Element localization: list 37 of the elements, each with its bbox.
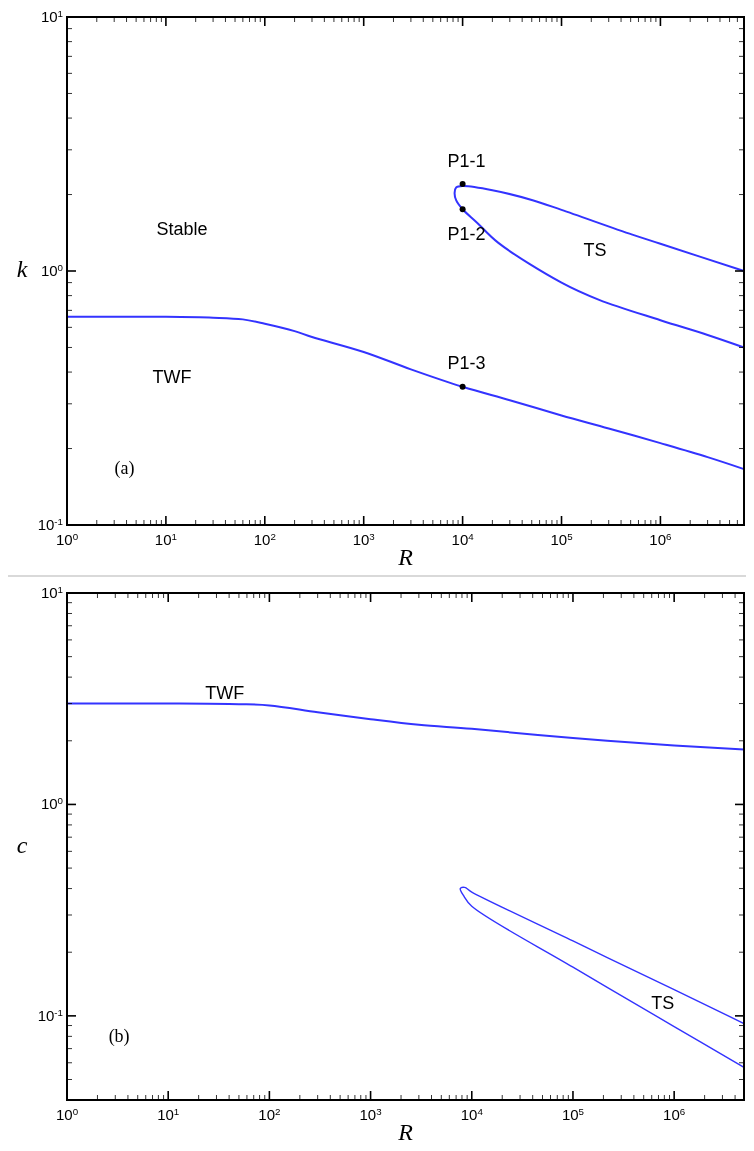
- annotation: TS: [651, 992, 675, 1013]
- y-tick-label: 10$^{0}$: [40, 794, 64, 813]
- annotation: Stable: [156, 219, 208, 240]
- annotation: (a): [114, 458, 135, 480]
- y-tick-label: 10$^{-1}$: [37, 1006, 63, 1024]
- x-tick-label: 10$^{1}$: [157, 1105, 180, 1123]
- x-tick-label: 10$^{0}$: [55, 530, 79, 548]
- y-tick-label: 10$^{0}$: [40, 261, 64, 279]
- x-tick-label: 10$^{4}$: [460, 1105, 484, 1123]
- x-tick-label: 10$^{3}$: [359, 1105, 382, 1123]
- x-tick-label: 10$^{0}$: [55, 1105, 79, 1123]
- y-tick-label: 10$^{1}$: [40, 583, 63, 601]
- x-tick-label: 10$^{2}$: [253, 530, 276, 548]
- x-tick-label: 10$^{5}$: [550, 530, 574, 548]
- point: [459, 383, 466, 390]
- x-tick-label: 10$^{6}$: [663, 1105, 686, 1123]
- y-axis-title: k: [16, 256, 28, 282]
- annotation: P1-1: [447, 150, 486, 171]
- annotation: P1-2: [447, 223, 486, 244]
- y-tick-label: 10$^{1}$: [40, 7, 63, 25]
- x-tick-label: 10$^{3}$: [352, 530, 375, 548]
- annotation: TWF: [152, 366, 192, 387]
- x-axis-title: R: [397, 1119, 414, 1145]
- point: [459, 206, 466, 213]
- x-tick-label: 10$^{1}$: [154, 530, 177, 548]
- annotation: (b): [108, 1025, 130, 1047]
- x-tick-label: 10$^{5}$: [561, 1105, 585, 1123]
- annotation: TS: [583, 239, 607, 260]
- annotation: P1-3: [447, 353, 486, 374]
- x-tick-label: 10$^{2}$: [258, 1105, 281, 1123]
- x-tick-label: 10$^{4}$: [451, 530, 475, 548]
- x-axis-title: R: [397, 544, 414, 570]
- y-axis-title: c: [16, 831, 28, 858]
- y-tick-label: 10$^{-1}$: [37, 515, 63, 533]
- x-tick-label: 10$^{6}$: [649, 530, 672, 548]
- point: [459, 181, 466, 188]
- annotation: TWF: [205, 683, 245, 704]
